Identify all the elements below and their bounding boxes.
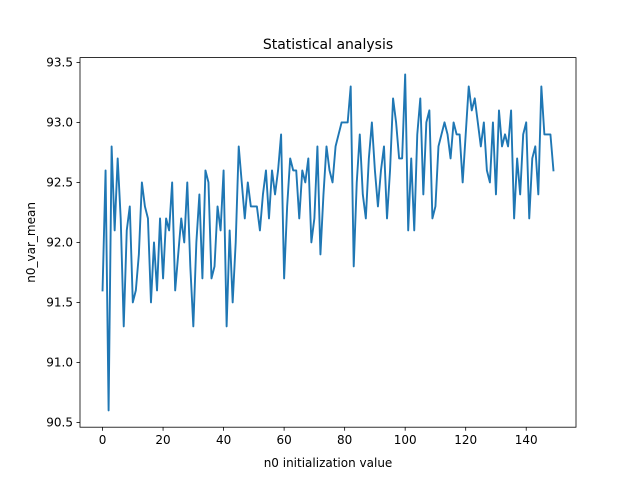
series-line bbox=[101, 73, 555, 412]
y-axis-ticks: 90.5 91.0 91.5 92.0 92.5 93.0 93.5 bbox=[46, 55, 80, 429]
y-tick-label: 91.5 bbox=[46, 295, 73, 309]
y-tick-label: 91.0 bbox=[46, 355, 73, 369]
x-tick-label: 140 bbox=[515, 433, 538, 447]
y-tick-label: 93.5 bbox=[46, 55, 73, 69]
plot-frame bbox=[79, 57, 577, 428]
x-tick-label: 60 bbox=[276, 433, 291, 447]
y-axis-label: n0_var_mean bbox=[24, 202, 38, 283]
plot-area bbox=[101, 73, 555, 412]
y-tick-label: 90.5 bbox=[46, 415, 73, 429]
x-axis-ticks: 0 20 40 60 80 100 120 140 bbox=[99, 427, 538, 447]
x-tick-label: 100 bbox=[394, 433, 417, 447]
x-tick-label: 0 bbox=[99, 433, 107, 447]
x-tick-label: 20 bbox=[155, 433, 170, 447]
y-tick-label: 92.0 bbox=[46, 235, 73, 249]
x-axis-label: n0 initialization value bbox=[264, 456, 393, 470]
chart-title: Statistical analysis bbox=[263, 37, 393, 53]
x-tick-label: 80 bbox=[337, 433, 352, 447]
y-tick-label: 92.5 bbox=[46, 175, 73, 189]
x-tick-label: 120 bbox=[454, 433, 477, 447]
y-tick-label: 93.0 bbox=[46, 115, 73, 129]
x-tick-label: 40 bbox=[216, 433, 231, 447]
